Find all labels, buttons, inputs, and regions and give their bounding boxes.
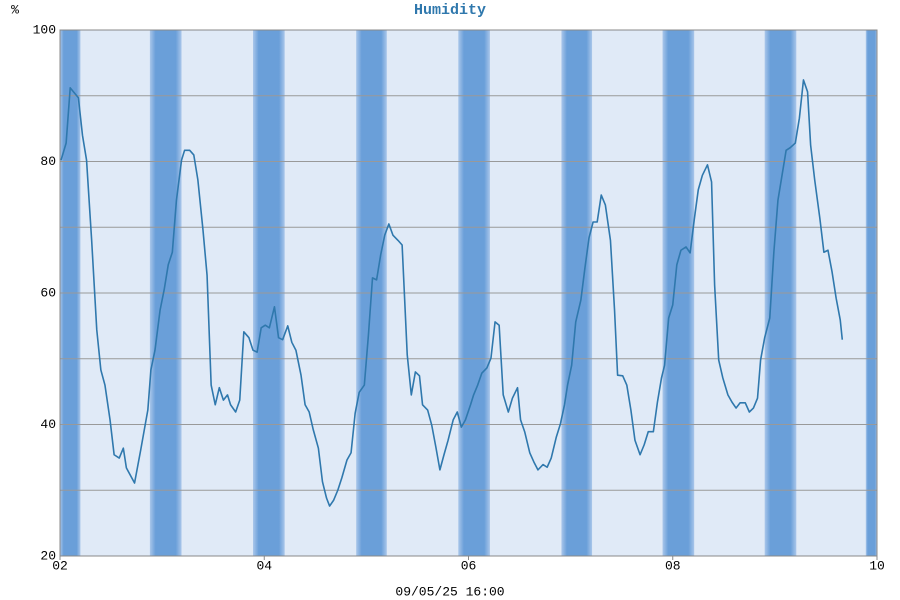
x-tick-label: 06 bbox=[461, 558, 477, 573]
chart-title: Humidity bbox=[414, 2, 486, 19]
plot-frame bbox=[59, 29, 878, 557]
y-tick-label: 80 bbox=[40, 154, 56, 169]
x-tick-label: 08 bbox=[665, 558, 681, 573]
y-axis-label: % bbox=[11, 2, 19, 17]
x-tick-label: 10 bbox=[869, 558, 885, 573]
x-tick-label: 04 bbox=[256, 558, 272, 573]
x-axis-label: 09/05/25 16:00 bbox=[395, 584, 504, 599]
y-tick-label: 60 bbox=[40, 285, 56, 300]
y-tick-label: 40 bbox=[40, 417, 56, 432]
humidity-line bbox=[60, 79, 844, 507]
y-tick-label: 20 bbox=[40, 548, 56, 563]
x-tick-label: 02 bbox=[52, 558, 68, 573]
y-tick-label: 100 bbox=[33, 22, 56, 37]
